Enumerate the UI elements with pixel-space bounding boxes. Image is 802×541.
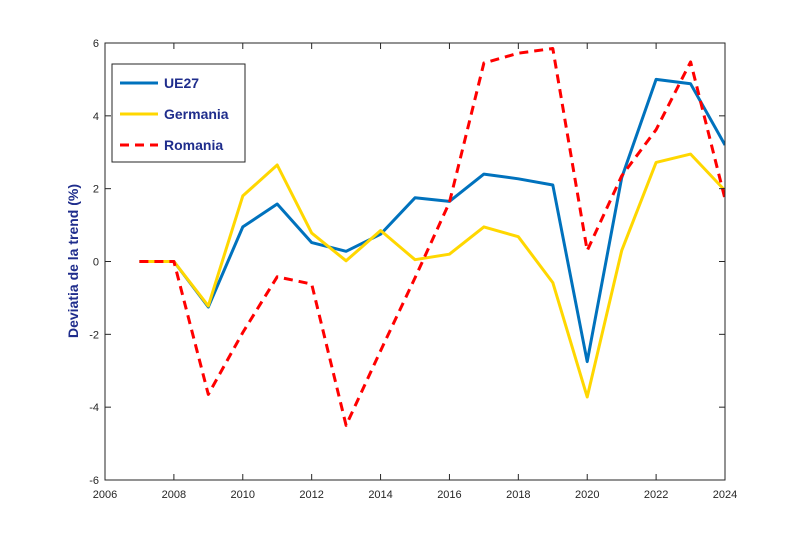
y-tick-label: 4 (93, 111, 99, 123)
y-tick-label: 2 (93, 184, 99, 196)
y-tick-label: 6 (93, 38, 99, 50)
x-tick-label: 2010 (231, 489, 255, 501)
legend-label-ue27: UE27 (164, 75, 199, 91)
series-line-romania (139, 47, 725, 427)
x-tick-label: 2018 (506, 489, 530, 501)
x-tick-label: 2022 (644, 489, 668, 501)
series-line-ue27 (139, 77, 725, 364)
series-layer (139, 47, 725, 427)
legend-items: UE27 Germania Romania (120, 75, 229, 153)
x-tick-label: 2020 (575, 489, 599, 501)
series-line-germania (139, 152, 725, 399)
x-tick-label: 2006 (93, 489, 117, 501)
x-tick-label: 2016 (437, 489, 461, 501)
x-tick-label: 2014 (368, 489, 392, 501)
axes-layer: 2006 2008 2010 2012 2014 2016 2018 2020 2022 2024… (89, 38, 737, 501)
y-tick-label: -6 (89, 475, 99, 487)
x-tick-label: 2008 (162, 489, 186, 501)
legend: UE27 Germania Romania (111, 63, 246, 163)
x-tick-label: 2024 (713, 489, 737, 501)
legend-label-romania: Romania (164, 137, 223, 153)
legend-label-germania: Germania (164, 106, 229, 122)
x-tick-label: 2012 (299, 489, 323, 501)
y-tick-label: 0 (93, 257, 99, 269)
y-tick-label: -2 (89, 329, 99, 341)
y-axis-label: Deviatia de la trend (%) (65, 184, 81, 338)
y-tick-label: -4 (89, 402, 99, 414)
